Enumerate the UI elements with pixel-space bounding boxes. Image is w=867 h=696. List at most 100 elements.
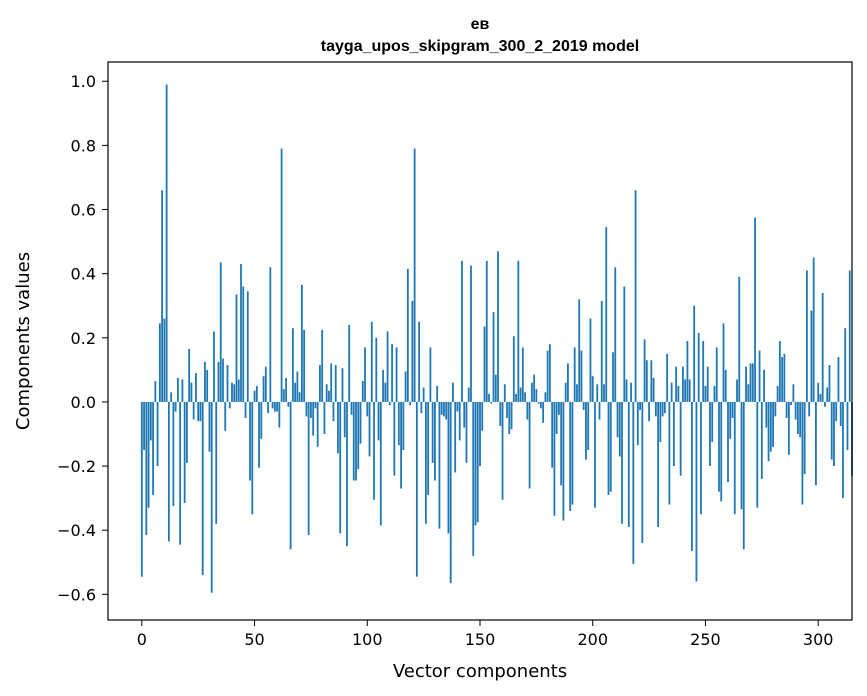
bar [294,382,297,402]
bar [406,268,409,402]
bar [395,347,398,402]
bar [756,401,759,508]
bar [828,365,831,402]
bar [600,300,603,402]
x-axis-ticks: 0 50 100 150 200 250 300 [137,620,833,649]
bar [528,401,531,489]
bar [544,392,547,402]
bar [368,401,371,457]
bar [300,284,303,402]
bar [672,401,675,467]
bar [337,401,339,454]
bar [548,344,551,402]
bar [801,401,804,505]
bar [713,385,716,402]
bar [143,401,145,451]
bar [659,401,662,443]
bar [609,401,612,492]
bar [718,401,720,492]
bar [420,401,423,414]
bar [691,401,693,552]
bar [657,401,660,527]
bar [418,321,421,402]
bar [217,361,220,402]
bar [222,358,224,402]
bar [553,401,556,516]
bar [519,387,522,402]
bar [706,366,709,402]
bar [537,401,540,404]
bar [668,401,671,505]
bar [693,305,696,402]
bar [456,401,459,412]
bar [490,401,493,404]
bar [539,401,542,409]
bar [253,390,256,402]
bar [195,373,197,402]
bar [702,341,705,402]
bar [555,401,558,434]
bar [377,401,380,441]
bar [152,401,154,495]
bar [623,286,626,402]
bar [206,369,209,402]
x-tick-label: 250 [690,630,721,649]
bar [145,401,148,536]
bar [190,382,193,402]
bar [709,401,711,467]
bar [754,217,756,402]
bar [352,401,355,481]
bar [639,401,641,410]
bar [603,384,605,402]
bar [170,392,173,402]
bar [316,401,319,447]
bar [305,401,308,417]
bar [607,401,610,495]
bar [289,401,292,550]
bar [524,392,526,402]
bar [790,401,793,406]
bar [179,401,182,545]
bar [645,360,648,402]
bar [821,292,824,402]
bar [323,401,326,434]
bar [745,366,747,402]
bar [697,332,700,402]
bar [402,401,405,451]
bar [596,384,599,402]
bar [785,401,788,418]
bar [370,321,373,402]
bar [278,401,281,428]
bar [643,339,646,402]
bar [438,401,441,529]
bar [357,401,360,470]
bar [346,401,348,547]
bar [174,401,177,412]
bar [355,401,357,481]
bar [616,401,619,438]
bar [197,401,200,422]
bar [749,363,752,402]
bar [585,401,587,460]
bar [226,365,229,402]
bar [501,401,504,500]
bar [792,384,795,402]
bar [846,401,849,451]
bar [781,357,784,402]
bar [165,84,168,402]
bar [817,382,820,402]
bar [632,401,635,564]
plot-frame [107,61,853,621]
bar [296,371,299,402]
bar [440,401,443,415]
bar [618,401,621,457]
bar [409,401,412,406]
bar [424,401,427,524]
bar [224,401,227,431]
bar [328,390,330,402]
bar [307,401,310,536]
x-tick-label: 150 [465,630,496,649]
bar [695,401,698,582]
bar [652,377,655,402]
bar [526,401,529,420]
